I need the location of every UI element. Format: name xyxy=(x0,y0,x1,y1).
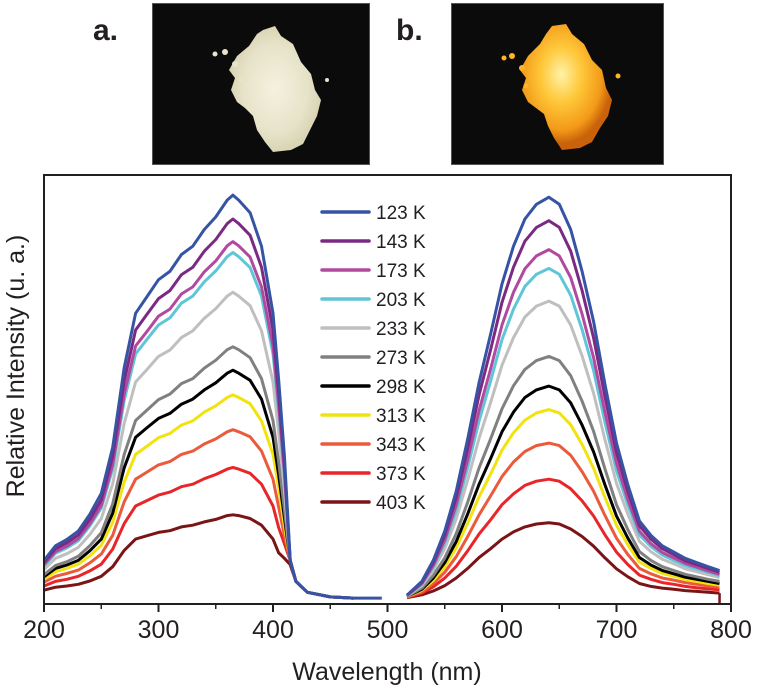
orange-powder-image xyxy=(501,24,621,150)
x-tick-label: 600 xyxy=(481,616,523,644)
legend-label: 298 K xyxy=(376,377,426,398)
legend-item: 143 K xyxy=(320,232,426,253)
legend-item: 403 K xyxy=(320,493,426,514)
emission-curve-373k xyxy=(406,477,720,599)
photo-b-luminescent-powder xyxy=(451,3,664,165)
emission-curve-403k xyxy=(406,521,720,600)
emission-curve-203k xyxy=(406,266,720,597)
legend: 123 K 143 K 173 K 203 K 233 K 273 K 298 K 313 K… xyxy=(320,203,426,514)
x-tick-label: 400 xyxy=(252,616,294,644)
emission-curve-273k xyxy=(406,354,720,598)
curves-group xyxy=(42,193,721,604)
legend-item: 273 K xyxy=(320,348,426,369)
emission-curve-298k xyxy=(406,384,720,598)
excitation-curve-403k xyxy=(43,513,354,600)
emission-curve-233k xyxy=(406,299,720,598)
x-tick-label: 200 xyxy=(23,616,65,644)
white-powder-image xyxy=(212,26,329,152)
legend-label: 233 K xyxy=(376,319,426,340)
excitation-curve-313k xyxy=(43,393,354,600)
emission-curve-173k xyxy=(406,248,720,597)
legend-label: 143 K xyxy=(376,232,426,253)
legend-item: 123 K xyxy=(320,203,426,224)
photo-a-white-powder xyxy=(152,3,370,165)
excitation-curve-143k xyxy=(42,217,354,600)
x-tick-label: 800 xyxy=(710,616,752,644)
emission-curve-123k xyxy=(405,195,720,597)
legend-item: 343 K xyxy=(320,435,426,456)
x-tick-label: 300 xyxy=(138,616,180,644)
legend-item: 233 K xyxy=(320,319,426,340)
legend-label: 273 K xyxy=(376,348,426,369)
panel-label-b: b. xyxy=(396,14,423,47)
x-axis-ticks: 200 300 400 500 600 700 800 xyxy=(23,604,752,644)
x-tick-label: 700 xyxy=(596,616,638,644)
emission-curve-313k xyxy=(406,408,720,599)
legend-item: 313 K xyxy=(320,406,426,427)
excitation-curve-123k xyxy=(42,193,382,600)
legend-label: 123 K xyxy=(376,203,426,224)
panel-label-a: a. xyxy=(93,14,119,47)
legend-label: 203 K xyxy=(376,290,426,311)
emission-curve-343k xyxy=(406,441,720,599)
x-axis-title: Wavelength (nm) xyxy=(292,658,481,686)
legend-label: 403 K xyxy=(376,493,426,514)
x-tick-label: 500 xyxy=(367,616,409,644)
legend-label: 313 K xyxy=(376,406,426,427)
emission-curve-143k xyxy=(406,219,720,597)
legend-label: 173 K xyxy=(376,261,426,282)
legend-item: 173 K xyxy=(320,261,426,282)
legend-label: 373 K xyxy=(376,464,426,485)
legend-item: 373 K xyxy=(320,464,426,485)
excitation-curve-273k xyxy=(43,345,354,600)
legend-item: 298 K xyxy=(320,377,426,398)
y-axis-title: Relative Intensity (u. a.) xyxy=(2,235,30,498)
legend-item: 203 K xyxy=(320,290,426,311)
legend-label: 343 K xyxy=(376,435,426,456)
